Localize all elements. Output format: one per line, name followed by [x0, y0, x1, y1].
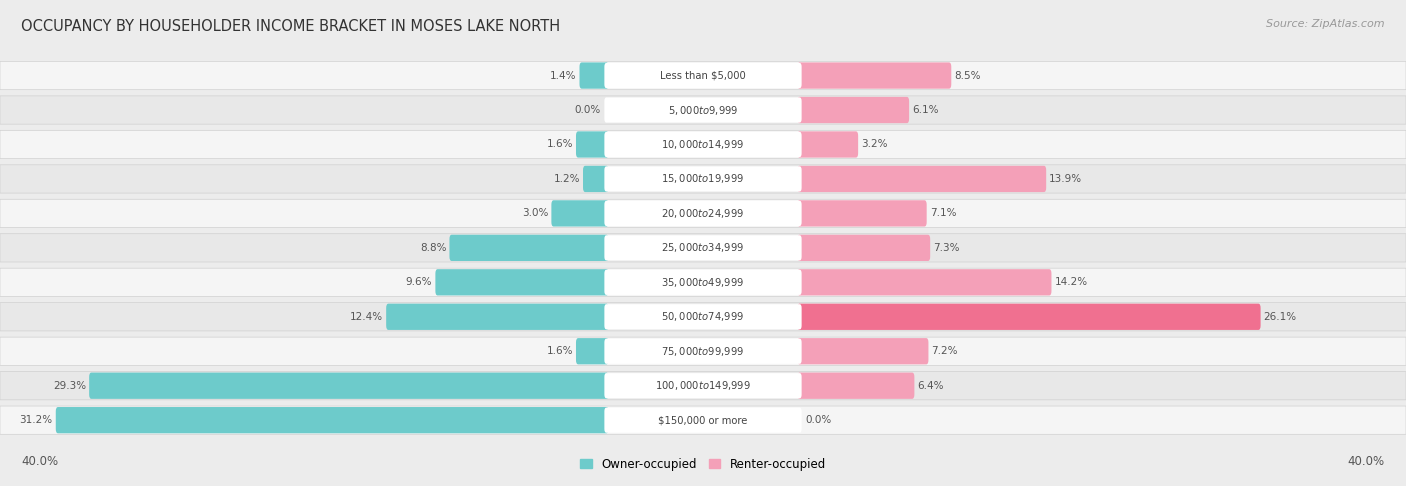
FancyBboxPatch shape	[89, 373, 609, 399]
Text: Less than $5,000: Less than $5,000	[661, 70, 745, 81]
FancyBboxPatch shape	[0, 234, 1406, 262]
FancyBboxPatch shape	[605, 339, 801, 364]
Text: 0.0%: 0.0%	[575, 105, 602, 115]
FancyBboxPatch shape	[0, 372, 1406, 400]
Text: 6.4%: 6.4%	[917, 381, 943, 391]
FancyBboxPatch shape	[583, 166, 609, 192]
Text: 7.3%: 7.3%	[934, 243, 960, 253]
Text: $35,000 to $49,999: $35,000 to $49,999	[661, 276, 745, 289]
Text: 29.3%: 29.3%	[53, 381, 86, 391]
FancyBboxPatch shape	[605, 63, 801, 88]
Text: 26.1%: 26.1%	[1264, 312, 1296, 322]
Text: 1.6%: 1.6%	[547, 139, 574, 150]
FancyBboxPatch shape	[0, 199, 1406, 227]
Text: $75,000 to $99,999: $75,000 to $99,999	[661, 345, 745, 358]
Text: $15,000 to $19,999: $15,000 to $19,999	[661, 173, 745, 186]
Text: 13.9%: 13.9%	[1049, 174, 1083, 184]
FancyBboxPatch shape	[797, 373, 914, 399]
Text: 3.0%: 3.0%	[522, 208, 548, 218]
Text: 1.2%: 1.2%	[554, 174, 581, 184]
FancyBboxPatch shape	[797, 200, 927, 226]
Text: 0.0%: 0.0%	[804, 415, 831, 425]
FancyBboxPatch shape	[450, 235, 609, 261]
FancyBboxPatch shape	[605, 97, 801, 122]
FancyBboxPatch shape	[0, 61, 1406, 90]
FancyBboxPatch shape	[605, 166, 801, 191]
FancyBboxPatch shape	[605, 408, 801, 433]
Text: 40.0%: 40.0%	[21, 455, 58, 468]
FancyBboxPatch shape	[0, 165, 1406, 193]
Text: 31.2%: 31.2%	[20, 415, 53, 425]
FancyBboxPatch shape	[0, 337, 1406, 365]
Text: 6.1%: 6.1%	[912, 105, 939, 115]
FancyBboxPatch shape	[576, 131, 609, 157]
FancyBboxPatch shape	[605, 201, 801, 226]
FancyBboxPatch shape	[387, 304, 609, 330]
FancyBboxPatch shape	[0, 130, 1406, 158]
FancyBboxPatch shape	[605, 373, 801, 399]
FancyBboxPatch shape	[0, 96, 1406, 124]
FancyBboxPatch shape	[0, 303, 1406, 331]
Text: 12.4%: 12.4%	[350, 312, 382, 322]
Text: 8.8%: 8.8%	[420, 243, 447, 253]
FancyBboxPatch shape	[576, 338, 609, 364]
Text: 40.0%: 40.0%	[1348, 455, 1385, 468]
FancyBboxPatch shape	[605, 132, 801, 157]
Text: 3.2%: 3.2%	[860, 139, 887, 150]
FancyBboxPatch shape	[579, 62, 609, 88]
Text: $20,000 to $24,999: $20,000 to $24,999	[661, 207, 745, 220]
Text: OCCUPANCY BY HOUSEHOLDER INCOME BRACKET IN MOSES LAKE NORTH: OCCUPANCY BY HOUSEHOLDER INCOME BRACKET …	[21, 19, 560, 35]
Text: 1.6%: 1.6%	[547, 346, 574, 356]
Text: 1.4%: 1.4%	[550, 70, 576, 81]
FancyBboxPatch shape	[605, 235, 801, 260]
Text: 7.2%: 7.2%	[932, 346, 957, 356]
FancyBboxPatch shape	[605, 304, 801, 330]
Text: 8.5%: 8.5%	[955, 70, 981, 81]
FancyBboxPatch shape	[797, 304, 1261, 330]
Text: $5,000 to $9,999: $5,000 to $9,999	[668, 104, 738, 117]
Text: $25,000 to $34,999: $25,000 to $34,999	[661, 242, 745, 254]
Text: $100,000 to $149,999: $100,000 to $149,999	[655, 379, 751, 392]
FancyBboxPatch shape	[797, 166, 1046, 192]
FancyBboxPatch shape	[797, 97, 910, 123]
Legend: Owner-occupied, Renter-occupied: Owner-occupied, Renter-occupied	[575, 453, 831, 475]
FancyBboxPatch shape	[797, 338, 928, 364]
FancyBboxPatch shape	[797, 235, 931, 261]
FancyBboxPatch shape	[56, 407, 609, 434]
FancyBboxPatch shape	[797, 131, 858, 157]
Text: Source: ZipAtlas.com: Source: ZipAtlas.com	[1267, 19, 1385, 30]
Text: 14.2%: 14.2%	[1054, 278, 1088, 287]
Text: 7.1%: 7.1%	[929, 208, 956, 218]
Text: 9.6%: 9.6%	[406, 278, 433, 287]
Text: $10,000 to $14,999: $10,000 to $14,999	[661, 138, 745, 151]
FancyBboxPatch shape	[605, 270, 801, 295]
FancyBboxPatch shape	[797, 62, 952, 88]
FancyBboxPatch shape	[0, 268, 1406, 296]
FancyBboxPatch shape	[0, 406, 1406, 434]
FancyBboxPatch shape	[797, 269, 1052, 295]
Text: $150,000 or more: $150,000 or more	[658, 415, 748, 425]
FancyBboxPatch shape	[551, 200, 609, 226]
FancyBboxPatch shape	[436, 269, 609, 295]
Text: $50,000 to $74,999: $50,000 to $74,999	[661, 310, 745, 323]
